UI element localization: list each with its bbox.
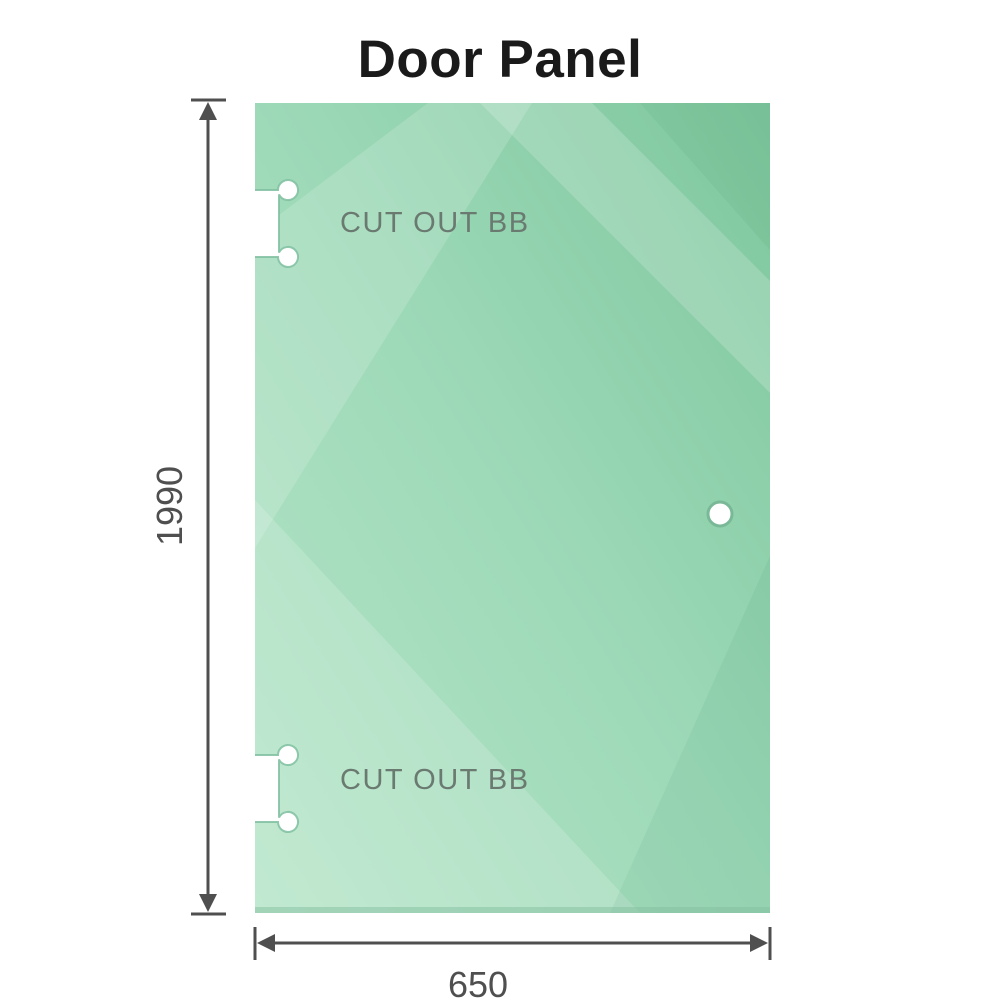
height-dimension xyxy=(191,98,226,916)
handle-hole xyxy=(706,500,734,528)
cutout-bottom-label: CUT OUT BB xyxy=(340,764,530,796)
page-title: Door Panel xyxy=(357,30,643,89)
width-dimension xyxy=(253,927,772,960)
glass-reflection xyxy=(255,500,640,913)
height-dimension-label: 1990 xyxy=(149,466,190,546)
glass-panel xyxy=(255,103,770,913)
glass-reflection xyxy=(480,103,770,393)
glass-shade xyxy=(610,556,770,913)
arrow-left-icon xyxy=(257,934,275,952)
arrow-right-icon xyxy=(750,934,768,952)
width-dimension-label: 650 xyxy=(448,964,508,1000)
glass-reflection xyxy=(255,103,532,548)
glass-panel-group xyxy=(255,103,770,913)
cutout-top-label: CUT OUT BB xyxy=(340,207,530,239)
arrow-up-icon xyxy=(199,102,217,120)
hinge-cutout-top xyxy=(255,179,299,268)
panel-bottom-edge-shadow xyxy=(255,907,770,913)
width-dimension-arrowheads xyxy=(257,934,768,952)
height-dimension-arrowheads xyxy=(199,102,217,912)
glass-shade xyxy=(640,103,770,250)
arrow-down-icon xyxy=(199,894,217,912)
hinge-cutout-bottom xyxy=(255,744,299,833)
